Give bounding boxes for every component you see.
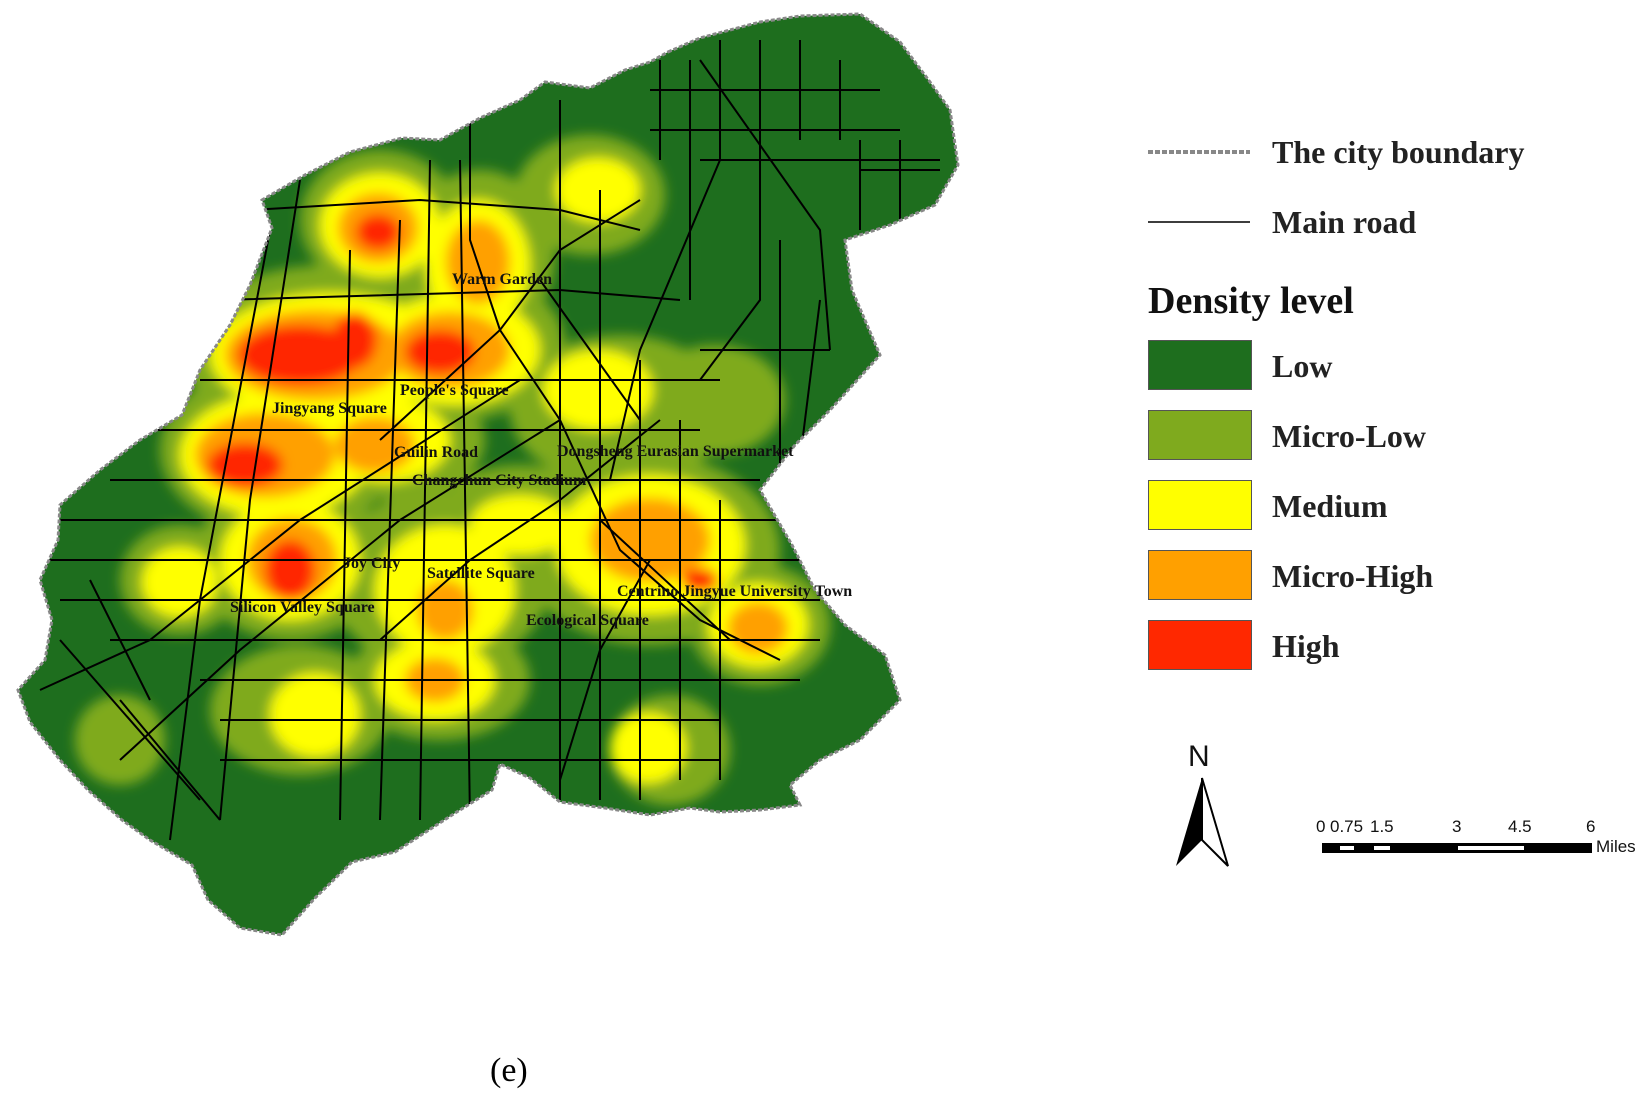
legend-road-label: Main road [1272, 204, 1417, 240]
place-label-peoples-square: People's Square [400, 382, 509, 399]
legend-boundary-label: The city boundary [1272, 134, 1525, 170]
legend-class-high: High [1272, 628, 1340, 664]
north-arrow-icon [1176, 777, 1229, 867]
scale-tick-1-5: 1.5 [1370, 817, 1394, 836]
density-high-areas [207, 214, 718, 600]
place-labels: Warm Garden People's Square Jingyang Squ… [230, 271, 852, 629]
legend-swatch-high [1148, 620, 1252, 670]
main-road-network [39, 40, 940, 841]
north-arrow-label: N [1188, 740, 1210, 773]
city-boundary [16, 12, 960, 937]
legend-swatch-low [1148, 340, 1252, 390]
legend-class-micro-high: Micro-High [1272, 558, 1434, 594]
place-label-centrino-university-town: Centrino Jingyue University Town [617, 583, 852, 600]
legend-swatch-micro-low [1148, 410, 1252, 460]
scale-tick-3: 3 [1452, 817, 1462, 836]
scale-tick-0: 0 [1316, 817, 1326, 836]
legend-swatch-micro-high [1148, 550, 1252, 600]
scale-tick-4-5: 4.5 [1508, 817, 1532, 836]
place-label-guilin-road: Guilin Road [394, 444, 478, 461]
legend-class-low: Low [1272, 348, 1333, 384]
place-label-changchun-stadium: Changchun City Stadium [412, 472, 587, 489]
scale-unit: Miles [1596, 837, 1636, 856]
scale-tick-0-75: 0.75 [1330, 817, 1364, 836]
place-label-dongsheng-supermarket: Dongsheng Eurasian Supermarket [557, 443, 794, 460]
place-label-ecological-square: Ecological Square [526, 612, 649, 629]
figure-caption: (e) [490, 1052, 528, 1089]
place-label-silicon-valley-square: Silicon Valley Square [230, 599, 375, 616]
density-surface [18, 14, 958, 935]
legend-swatch-medium [1148, 480, 1252, 530]
scale-tick-6: 6 [1586, 817, 1596, 836]
place-label-jingyang-square: Jingyang Square [272, 400, 387, 417]
place-label-warm-garden: Warm Garden [452, 271, 552, 288]
place-label-joy-city: Joy City [343, 555, 400, 572]
place-label-satellite-square: Satellite Square [427, 565, 535, 582]
legend-class-medium: Medium [1272, 488, 1388, 524]
legend-class-micro-low: Micro-Low [1272, 418, 1427, 454]
legend-title: Density level [1148, 280, 1354, 322]
scale-bar [1322, 843, 1592, 853]
